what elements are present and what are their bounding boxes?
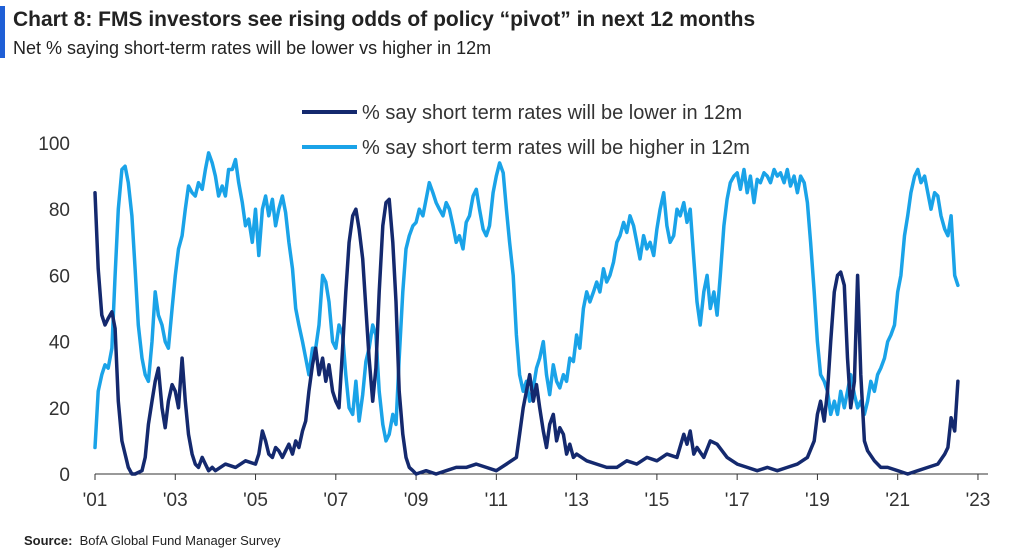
- x-tick-label: '03: [163, 490, 188, 511]
- x-tick-label: '05: [243, 490, 268, 511]
- axes: 0 20 40 60 80 100 '01 '03 '05 '07 '09 '11 '13 '15 '17 '…: [38, 134, 990, 511]
- y-tick-label: 40: [49, 333, 70, 354]
- series-line-lower: [93, 190, 960, 476]
- chart-title: Chart 8: FMS investors see rising odds o…: [13, 8, 756, 31]
- x-tick-label: '17: [725, 490, 750, 511]
- x-tick-label: '21: [885, 490, 910, 511]
- x-tick-label: '11: [485, 490, 508, 511]
- x-tick-label: '09: [404, 490, 429, 511]
- y-tick-label: 60: [49, 266, 70, 287]
- series-line-higher: [93, 151, 960, 450]
- y-tick-label: 100: [38, 134, 70, 155]
- x-tick-label: '23: [966, 490, 991, 511]
- source-label: Source:: [24, 533, 73, 548]
- x-tick-label: '01: [83, 490, 108, 511]
- y-tick-label: 20: [49, 399, 70, 420]
- x-tick-label: '19: [805, 490, 830, 511]
- x-tick-label: '15: [645, 490, 670, 511]
- x-tick-label: '13: [564, 490, 589, 511]
- chart-subtitle: Net % saying short-term rates will be lo…: [13, 38, 492, 58]
- source-text: BofA Global Fund Manager Survey: [79, 533, 281, 548]
- source-note: Source: BofA Global Fund Manager Survey: [24, 533, 281, 548]
- y-tick-label: 80: [49, 200, 70, 221]
- x-tick-label: '07: [323, 490, 348, 511]
- series-lines: [93, 151, 960, 476]
- title-accent-bar: [0, 6, 5, 58]
- y-tick-label: 0: [59, 465, 70, 486]
- legend-label: % say short term rates will be higher in…: [362, 137, 750, 159]
- legend: % say short term rates will be lower in …: [302, 102, 750, 159]
- legend-label: % say short term rates will be lower in …: [362, 102, 742, 124]
